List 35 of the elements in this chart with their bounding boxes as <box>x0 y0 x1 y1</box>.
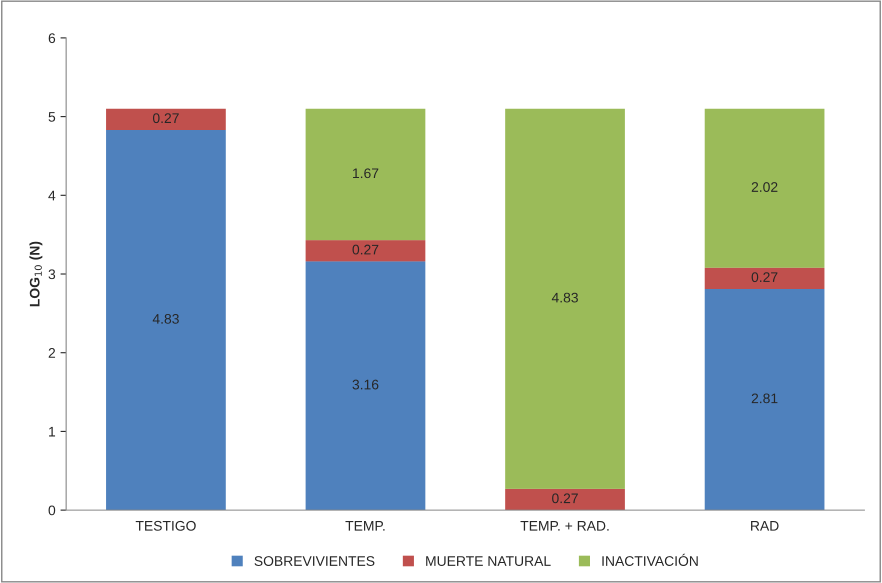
bar <box>106 130 226 510</box>
data-label: 1.67 <box>353 168 378 178</box>
y-tick-label: 5 <box>48 112 56 122</box>
data-label: 2.81 <box>752 393 778 404</box>
data-label: 4.83 <box>152 314 179 324</box>
bar <box>704 288 824 510</box>
data-label: 0.27 <box>752 272 778 282</box>
legend-label: MUERTE NATURAL <box>426 556 551 566</box>
x-tick-label: RAD <box>751 521 779 531</box>
legend-label: SOBREVIVIENTES <box>254 556 374 566</box>
y-tick-label: 0 <box>48 505 56 516</box>
data-label: 3.16 <box>352 380 378 390</box>
y-tick-label: 2 <box>48 348 56 358</box>
x-tick-label: TEMP. + RAD. <box>520 521 609 531</box>
y-tick-label: 1 <box>49 426 56 436</box>
bar <box>704 108 824 268</box>
legend-label: INACTIVACIÓN <box>602 554 698 566</box>
data-label: 0.27 <box>352 244 378 255</box>
y-tick-label: 6 <box>48 33 56 44</box>
y-axis-title: LOG$_{10}$ (N) <box>29 242 42 306</box>
data-label: 2.02 <box>752 182 778 192</box>
y-tick-label: 3 <box>48 269 56 280</box>
bar <box>106 108 226 130</box>
x-tick-label: TESTIGO <box>136 520 196 531</box>
y-tick-label: 4 <box>48 190 56 200</box>
bar <box>306 108 426 240</box>
data-label: 0.27 <box>152 113 179 124</box>
data-label: 0.27 <box>552 493 578 504</box>
bar <box>306 261 426 510</box>
bar <box>505 108 625 489</box>
x-tick-label: TEMP. <box>345 521 385 531</box>
bar <box>704 268 824 289</box>
data-label: 4.83 <box>552 292 578 303</box>
bar <box>505 488 625 510</box>
bar <box>306 240 426 262</box>
